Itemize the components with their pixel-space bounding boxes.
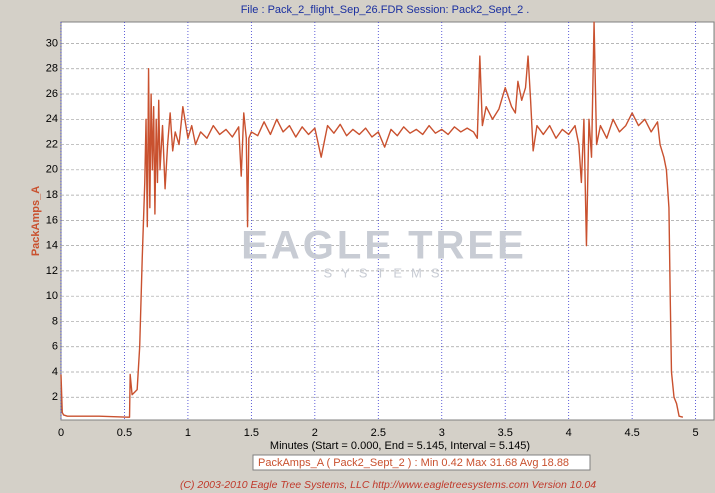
watermark-title: EAGLE TREE	[241, 224, 527, 268]
y-tick-label: 16	[46, 214, 58, 226]
footer: (C) 2003-2010 Eagle Tree Systems, LLC ht…	[180, 479, 596, 491]
x-tick-label: 5	[693, 427, 699, 439]
y-tick-label: 2	[52, 391, 58, 403]
y-tick-label: 10	[46, 290, 58, 302]
y-tick-label: 14	[46, 240, 58, 252]
x-tick-label: 4	[566, 427, 572, 439]
legend-stats: Min 0.42 Max 31.68 Avg 18.88	[421, 457, 569, 469]
legend-box	[252, 454, 591, 471]
y-tick-label: 24	[46, 113, 58, 125]
x-tick-label: 4.5	[624, 427, 639, 439]
x-tick-label: 0.5	[117, 427, 132, 439]
x-tick-label: 3.5	[498, 427, 513, 439]
y-tick-label: 26	[46, 88, 58, 100]
y-tick-label: 18	[46, 189, 58, 201]
x-tick-label: 1.5	[244, 427, 259, 439]
y-tick-label: 30	[46, 37, 58, 49]
x-tick-label: 1	[185, 427, 191, 439]
watermark-subtitle: SYSTEMS	[323, 265, 448, 280]
x-tick-label: 3	[439, 427, 445, 439]
chart-title: File : Pack_2_flight_Sep_26.FDR Session:…	[241, 4, 530, 16]
plot-area	[60, 21, 715, 421]
y-tick-label: 4	[52, 366, 58, 378]
y-tick-label: 12	[46, 265, 58, 277]
y-axis-label: PackAmps_A	[30, 186, 42, 256]
y-tick-label: 8	[52, 315, 58, 327]
x-tick-label: 0	[58, 427, 64, 439]
x-tick-label: 2.5	[371, 427, 386, 439]
y-tick-label: 20	[46, 164, 58, 176]
legend-entry: PackAmps_A ( Pack2_Sept_2 ) : Min 0.42 M…	[258, 457, 569, 469]
y-tick-label: 22	[46, 138, 58, 150]
y-tick-label: 28	[46, 63, 58, 75]
data-line	[60, 21, 684, 418]
y-tick-label: 6	[52, 341, 58, 353]
x-axis-label: Minutes (Start = 0.000, End = 5.145, Int…	[270, 440, 530, 452]
x-tick-label: 2	[312, 427, 318, 439]
legend-series: PackAmps_A ( Pack2_Sept_2 ) :	[258, 457, 418, 469]
